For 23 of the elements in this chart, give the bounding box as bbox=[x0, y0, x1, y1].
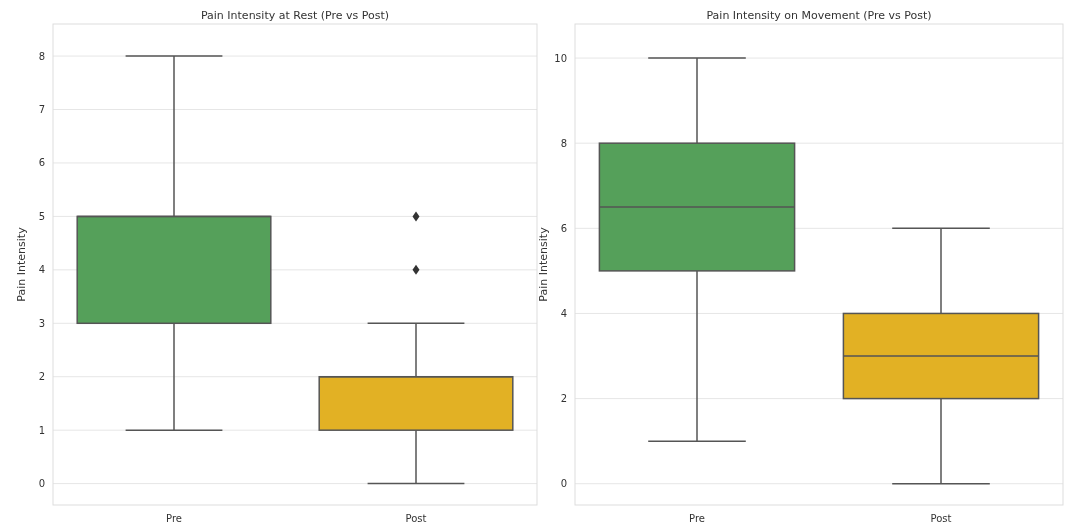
chart-title: Pain Intensity at Rest (Pre vs Post) bbox=[200, 9, 390, 22]
y-tick-label: 4 bbox=[560, 307, 567, 319]
x-tick-label: Pre bbox=[689, 513, 705, 524]
y-tick-label: 4 bbox=[38, 264, 45, 276]
x-tick-label: Pre bbox=[166, 513, 182, 524]
x-tick-label: Post bbox=[930, 513, 952, 524]
y-tick-label: 8 bbox=[38, 50, 45, 62]
y-tick-label: 3 bbox=[38, 317, 45, 329]
y-axis-title: Pain Intensity bbox=[15, 226, 28, 302]
y-tick-label: 1 bbox=[38, 424, 45, 436]
y-tick-label: 6 bbox=[38, 157, 45, 169]
y-tick-label: 0 bbox=[560, 478, 567, 490]
y-tick-label: 8 bbox=[560, 137, 567, 149]
x-tick-label: Post bbox=[405, 513, 427, 524]
y-tick-label: 7 bbox=[38, 104, 45, 116]
y-axis-title: Pain Intensity bbox=[537, 226, 550, 302]
y-tick-label: 5 bbox=[38, 210, 45, 222]
y-tick-label: 10 bbox=[554, 52, 567, 64]
y-tick-label: 2 bbox=[38, 371, 45, 383]
y-tick-label: 6 bbox=[560, 222, 567, 234]
y-tick-label: 0 bbox=[38, 478, 45, 490]
chart-title: Pain Intensity on Movement (Pre vs Post) bbox=[706, 9, 932, 22]
y-tick-label: 2 bbox=[560, 393, 567, 405]
